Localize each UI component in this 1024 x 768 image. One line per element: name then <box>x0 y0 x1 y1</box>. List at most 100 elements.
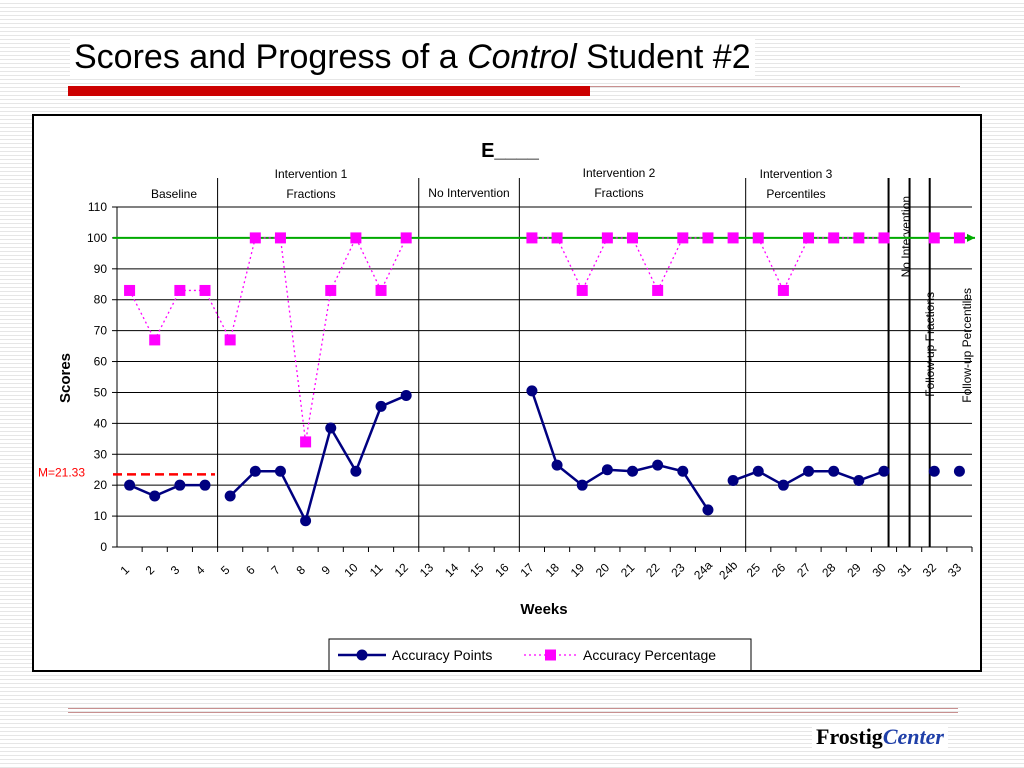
phase-label-follow-up-fractions: Follow-up Fractions <box>923 292 937 397</box>
percentage-series-line <box>531 237 708 292</box>
percentage-point <box>199 284 211 296</box>
x-tick-label: 32 <box>920 560 940 580</box>
x-tick-label: 20 <box>593 560 613 580</box>
percentage-point <box>249 232 261 244</box>
legend-points-label: Accuracy Points <box>392 647 492 663</box>
phase-label-baseline: Baseline <box>151 187 197 201</box>
percentage-point <box>702 232 714 244</box>
x-tick-label: 4 <box>193 563 208 578</box>
x-tick-label: 3 <box>168 563 183 578</box>
points-point <box>828 465 840 477</box>
phase-label-intervention-2: Intervention 2 <box>583 166 656 180</box>
points-point <box>224 490 236 502</box>
percentage-point <box>652 284 664 296</box>
footer-logo-word-1: Frostig <box>816 724 883 749</box>
percentage-point <box>803 232 815 244</box>
legend-points-marker <box>356 649 368 661</box>
percentage-point <box>752 232 764 244</box>
x-tick-label: 26 <box>769 560 789 580</box>
percentage-point <box>828 232 840 244</box>
y-axis-title: Scores <box>57 353 74 403</box>
footer-rule-top <box>68 708 958 709</box>
slide-title: Scores and Progress of a Control Student… <box>70 38 755 77</box>
y-tick-label: 80 <box>94 293 108 307</box>
percentage-point <box>124 284 136 296</box>
y-tick-label: 40 <box>94 416 108 430</box>
phase-label-intervention-3: Intervention 3 <box>760 167 833 181</box>
x-tick-label: 22 <box>643 560 663 580</box>
percentage-point <box>174 284 186 296</box>
y-tick-label: 60 <box>94 355 108 369</box>
percentage-point <box>727 232 739 244</box>
percentage-point <box>853 232 865 244</box>
points-point <box>576 479 588 491</box>
y-tick-label: 10 <box>94 509 108 523</box>
goal-line-arrow <box>967 233 975 242</box>
phase-label-intervention-1-sub: Fractions <box>286 187 335 201</box>
percentage-point <box>526 232 538 244</box>
y-tick-label: 70 <box>94 324 108 338</box>
phase-label-no-intervention-vertical: No Intervention <box>899 196 913 277</box>
x-tick-label: 21 <box>618 560 638 580</box>
points-point <box>526 385 538 397</box>
y-tick-label: 110 <box>88 200 107 214</box>
points-point <box>777 479 789 491</box>
points-point <box>627 465 639 477</box>
percentage-point <box>149 334 161 346</box>
points-series-line <box>229 394 407 525</box>
x-tick-label: 13 <box>417 560 437 580</box>
points-series-line <box>530 390 710 511</box>
phase-label-follow-up-percentiles: Follow-up Percentiles <box>960 288 974 403</box>
points-point <box>727 475 739 487</box>
points-point <box>953 465 965 477</box>
footer-logo-word-2: Center <box>882 724 944 749</box>
y-tick-label: 100 <box>87 231 107 245</box>
points-point <box>928 465 940 477</box>
percentage-point <box>677 232 689 244</box>
points-point <box>149 490 161 502</box>
phase-label-intervention-3-sub: Percentiles <box>766 187 825 201</box>
title-underline-rule <box>590 86 960 87</box>
points-point <box>551 459 563 471</box>
points-point <box>652 459 664 471</box>
x-tick-label: 24a <box>691 558 715 582</box>
points-point <box>702 504 714 516</box>
x-tick-label: 23 <box>668 560 688 580</box>
points-point <box>677 465 689 477</box>
percentage-series-line <box>757 237 884 292</box>
footer-rule-bottom <box>68 712 958 713</box>
percentage-point <box>627 232 639 244</box>
x-tick-label: 24b <box>716 558 740 582</box>
points-point <box>249 465 261 477</box>
points-point <box>300 515 312 527</box>
legend-percentage-label: Accuracy Percentage <box>583 647 716 663</box>
y-tick-label: 20 <box>94 478 108 492</box>
points-point <box>350 465 362 477</box>
x-tick-label: 2 <box>143 563 158 578</box>
legend-percentage-marker <box>545 649 556 661</box>
percentage-point <box>325 284 337 296</box>
percentage-point <box>350 232 362 244</box>
percentage-point <box>224 334 236 346</box>
x-tick-label: 17 <box>517 560 537 580</box>
x-tick-label: 10 <box>341 560 361 580</box>
y-tick-label: 50 <box>94 385 108 399</box>
x-tick-label: 8 <box>293 563 308 578</box>
percentage-point <box>928 232 940 244</box>
percentage-point <box>953 232 965 244</box>
x-tick-label: 27 <box>794 560 814 580</box>
percentage-point <box>375 284 387 296</box>
points-point <box>878 465 890 477</box>
x-tick-label: 33 <box>945 560 965 580</box>
y-tick-label: 30 <box>94 447 108 461</box>
x-tick-label: 29 <box>844 560 864 580</box>
percentage-point <box>551 232 563 244</box>
title-part-1: Scores and Progress of a <box>74 38 468 76</box>
points-point <box>752 465 764 477</box>
x-tick-label: 28 <box>819 560 839 580</box>
x-tick-label: 31 <box>895 560 915 580</box>
x-tick-label: 5 <box>218 563 233 578</box>
x-tick-label: 19 <box>568 560 588 580</box>
percentage-point <box>576 284 588 296</box>
